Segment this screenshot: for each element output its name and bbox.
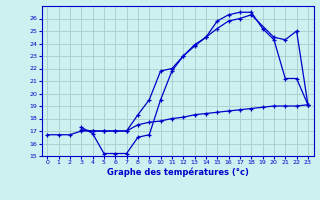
X-axis label: Graphe des températures (°c): Graphe des températures (°c) <box>107 168 249 177</box>
